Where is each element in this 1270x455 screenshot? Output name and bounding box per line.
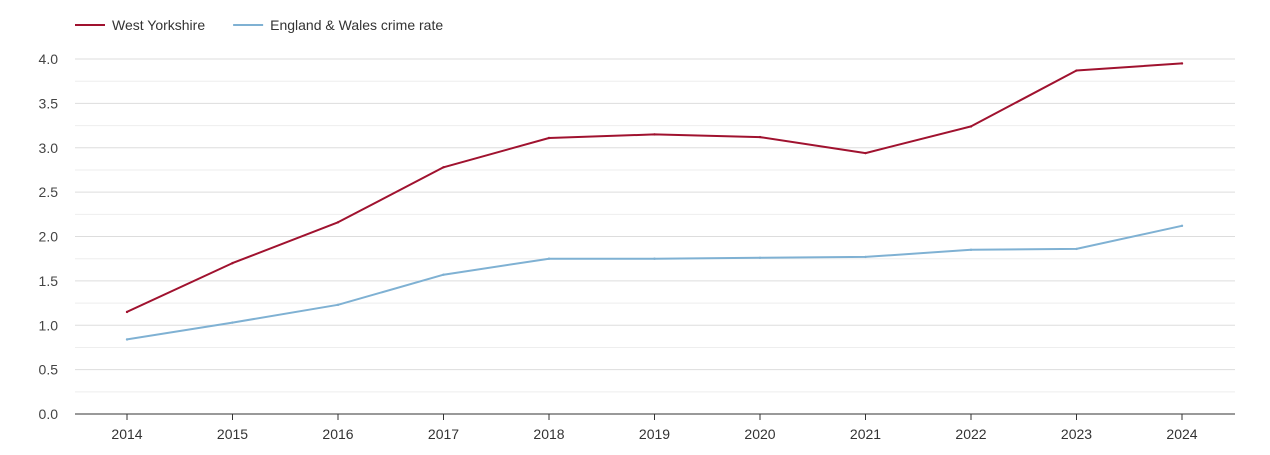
legend-item-1[interactable]: England & Wales crime rate <box>233 17 443 33</box>
y-tick-label: 1.5 <box>39 273 59 289</box>
data-point <box>864 151 867 155</box>
grid <box>75 58 1235 393</box>
data-point <box>653 133 656 136</box>
legend-label: England & Wales crime rate <box>270 17 443 33</box>
x-axis: 2014 2015 2016 2017 2018 2019 2020 2021 2022 2023… <box>75 413 1235 442</box>
y-tick-label: 0.5 <box>39 362 59 378</box>
x-tick-label: 2021 <box>850 426 881 442</box>
y-tick-label: 2.5 <box>39 184 59 200</box>
data-point <box>231 261 234 265</box>
data-point <box>758 135 762 139</box>
series-layer <box>125 62 1184 341</box>
data-point <box>1180 62 1184 65</box>
y-axis: 0.0 0.5 1.0 1.5 2.0 2.5 3.0 3.5 4.0 <box>39 51 59 422</box>
data-point <box>864 255 867 259</box>
x-tick-label: 2020 <box>744 426 775 442</box>
y-tick-label: 3.0 <box>39 140 59 156</box>
x-tick-label: 2017 <box>428 426 459 442</box>
data-point <box>547 257 551 260</box>
x-tick-label: 2024 <box>1166 426 1197 442</box>
series-line-0 <box>126 62 1183 313</box>
y-tick-label: 2.0 <box>39 229 59 245</box>
x-tick-label: 2016 <box>322 426 353 442</box>
data-point <box>1075 247 1078 251</box>
data-point <box>125 338 129 341</box>
y-tick-label: 3.5 <box>39 95 59 111</box>
data-point <box>336 221 340 224</box>
x-tick-label: 2019 <box>639 426 670 442</box>
data-point <box>547 136 551 140</box>
x-tick-label: 2018 <box>533 426 564 442</box>
data-point <box>1075 69 1078 72</box>
legend: West Yorkshire England & Wales crime rate <box>75 17 443 33</box>
legend-label: West Yorkshire <box>112 17 205 33</box>
x-tick-label: 2014 <box>111 426 142 442</box>
y-tick-label: 4.0 <box>39 51 59 67</box>
data-point <box>653 257 656 260</box>
y-tick-label: 1.0 <box>39 317 59 333</box>
data-point <box>125 310 129 314</box>
x-tick-label: 2022 <box>955 426 986 442</box>
data-point <box>1180 224 1184 228</box>
data-point <box>231 321 234 324</box>
legend-item-0[interactable]: West Yorkshire <box>75 17 205 33</box>
data-point <box>442 166 445 169</box>
data-point <box>442 273 445 276</box>
data-point <box>969 125 973 128</box>
data-point <box>969 248 973 252</box>
data-point <box>758 256 762 259</box>
data-point <box>336 303 340 307</box>
y-tick-label: 0.0 <box>39 406 59 422</box>
x-tick-label: 2015 <box>217 426 248 442</box>
x-tick-label: 2023 <box>1061 426 1092 442</box>
